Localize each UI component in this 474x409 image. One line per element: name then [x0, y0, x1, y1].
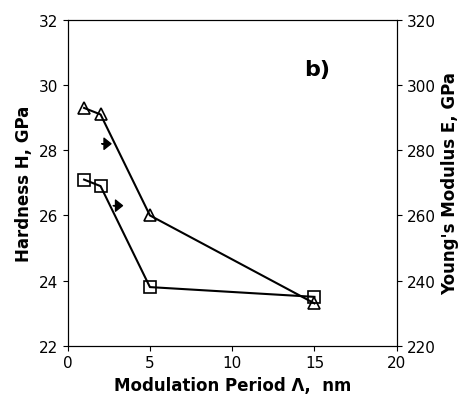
Y-axis label: Hardness H, GPa: Hardness H, GPa: [15, 106, 33, 261]
Text: b): b): [305, 60, 330, 80]
X-axis label: Modulation Period Λ,  nm: Modulation Period Λ, nm: [113, 376, 351, 394]
Y-axis label: Young's Modulus E, GPa: Young's Modulus E, GPa: [441, 72, 459, 294]
